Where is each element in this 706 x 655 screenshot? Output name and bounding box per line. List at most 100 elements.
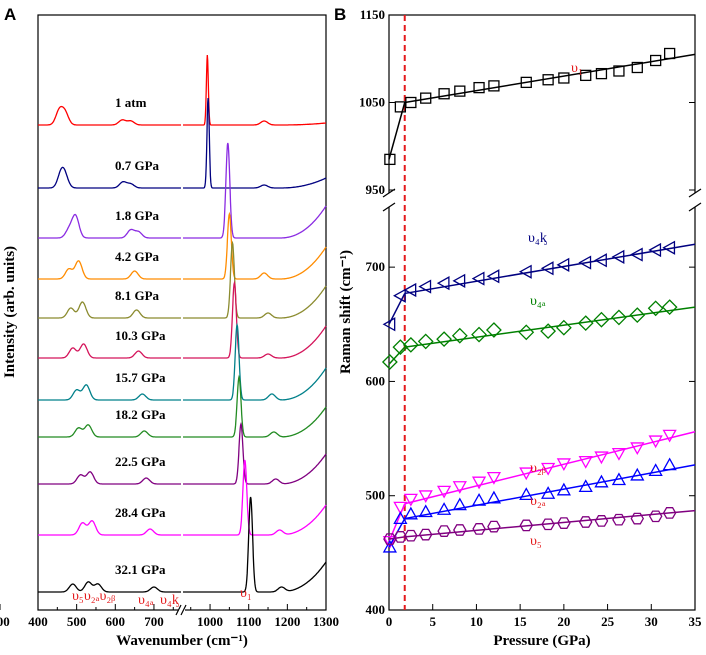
axis-break-mark [180, 604, 187, 616]
data-point [384, 153, 396, 166]
series-label: υ₂ᵦ [530, 461, 546, 476]
data-point [648, 463, 663, 477]
data-point [452, 481, 467, 494]
x-tick-label: 700 [144, 614, 164, 629]
data-point [382, 317, 396, 332]
mode-label: υ₅υ₂ₐυ₂ᵦ [72, 589, 115, 604]
fit-line [404, 430, 696, 505]
data-point [613, 65, 625, 77]
data-point [518, 264, 532, 279]
data-point [393, 531, 408, 543]
spectrum-18.2-GPa [38, 374, 327, 438]
fit-line [404, 509, 696, 538]
axis-break-mark [688, 188, 702, 198]
data-point [436, 502, 452, 515]
y-tick-label: 950 [366, 182, 386, 197]
panel-a-spectra [38, 54, 327, 593]
data-point [471, 271, 485, 286]
spectrum-22.5-GPa [38, 421, 327, 485]
data-point [630, 442, 645, 456]
data-point [403, 282, 417, 298]
data-point [382, 535, 397, 549]
data-point [611, 249, 625, 264]
data-point [436, 485, 452, 499]
x-tick-label: 1000 [197, 614, 223, 629]
data-point [541, 486, 556, 499]
data-point [611, 472, 627, 486]
pressure-label: 4.2 GPa [115, 249, 160, 264]
spectrum-8.1-GPa [38, 240, 327, 319]
data-point [594, 253, 607, 268]
fit-line [388, 102, 406, 160]
data-point [420, 92, 432, 104]
data-point [381, 354, 398, 370]
data-point [453, 524, 467, 536]
data-point [593, 311, 610, 328]
x-tick-label: 900 [0, 614, 10, 629]
x-tick-label: 15 [514, 614, 528, 629]
data-point [578, 479, 593, 493]
data-point [486, 269, 500, 284]
data-point [611, 447, 627, 461]
x-tick-label: 20 [557, 614, 570, 629]
series-label: υ₁ [571, 61, 583, 76]
spectrum-1-atm [38, 54, 326, 126]
data-point [486, 471, 502, 485]
spectrum-0.7-GPa [38, 97, 327, 189]
fit-line [388, 536, 405, 540]
data-point [383, 533, 397, 545]
series-group [382, 457, 696, 553]
data-point [520, 76, 532, 89]
axis-break-mark [382, 188, 396, 198]
y-tick-label: 600 [366, 373, 386, 388]
y-tick-label: 700 [366, 259, 386, 274]
x-tick-label: 25 [601, 614, 615, 629]
data-point [558, 72, 570, 84]
data-point [594, 451, 609, 465]
fit-line [404, 53, 696, 104]
data-point [631, 61, 643, 74]
y-tick-label: 400 [366, 602, 386, 617]
panel-a-ylabel: Intensity (arb. units) [2, 246, 18, 378]
pressure-label: 1 atm [115, 95, 147, 110]
data-point [405, 96, 417, 109]
spectrum-10.3-GPa [38, 280, 327, 359]
series-group [381, 299, 696, 370]
data-point [541, 462, 556, 476]
pressure-label: 22.5 GPa [115, 454, 166, 469]
data-point [393, 501, 408, 515]
data-point [403, 493, 418, 507]
panel-b-frame [388, 14, 696, 611]
panel-label-a: A [4, 5, 16, 24]
pressure-label: 10.3 GPa [115, 328, 166, 343]
data-point [595, 67, 608, 80]
data-point [488, 80, 500, 92]
data-point [662, 240, 676, 255]
data-point [437, 525, 451, 537]
panel-b-ylabel: Raman shift (cm⁻¹) [338, 250, 354, 374]
data-point [403, 506, 418, 520]
data-point [519, 487, 534, 501]
data-point [418, 528, 433, 541]
data-point [418, 490, 433, 504]
data-point [402, 336, 419, 353]
series-label: υ₂ₐ [530, 494, 546, 509]
x-tick-label: 35 [689, 614, 703, 629]
x-tick-label: 0 [386, 614, 393, 629]
x-tick-label: 500 [67, 614, 87, 629]
series-group [383, 507, 696, 545]
data-point [629, 247, 643, 262]
panel-a-xlabel: Wavenumber (cm⁻¹) [116, 633, 248, 649]
data-point [418, 279, 432, 294]
spectrum-1.8-GPa [38, 142, 327, 239]
data-point [454, 85, 466, 97]
panel-a-x-axis: 400 500 600 700 900 1000 1100 1200 1300 [0, 604, 339, 629]
data-point [648, 510, 663, 523]
mode-label: υ₁ [240, 586, 252, 601]
data-point [611, 309, 627, 326]
data-point [578, 255, 592, 270]
data-point [392, 339, 409, 356]
pressure-label: 32.1 GPa [115, 562, 166, 577]
panel-a-pressure-labels: 1 atm 0.7 GPa 1.8 GPa 4.2 GPa 8.1 GPa 10.3 GP… [115, 95, 166, 577]
data-point [630, 512, 645, 525]
